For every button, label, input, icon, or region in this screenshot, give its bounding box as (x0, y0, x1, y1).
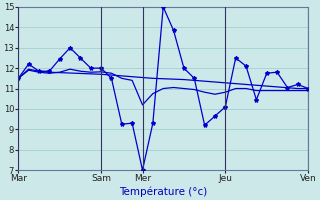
X-axis label: Température (°c): Température (°c) (119, 186, 207, 197)
